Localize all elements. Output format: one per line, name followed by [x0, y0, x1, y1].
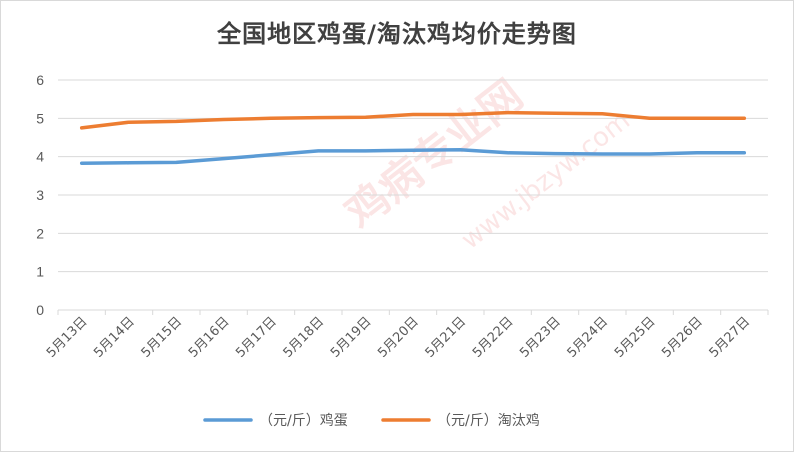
y-tick-label: 4: [36, 149, 44, 165]
watermark: 鸡病专业网 www.jbzyw.com: [336, 70, 636, 256]
x-tick-label: 5月25日: [612, 314, 659, 361]
x-tick-label: 5月27日: [707, 314, 754, 361]
legend-label: （元/斤）淘汰鸡: [437, 412, 540, 429]
series-line-1: [79, 110, 747, 130]
x-tick-label: 5月20日: [375, 314, 422, 361]
y-tick-label: 6: [36, 72, 44, 88]
x-tick-label: 5月16日: [186, 314, 233, 361]
y-tick-label: 1: [36, 264, 44, 280]
x-tick-label: 5月26日: [659, 314, 706, 361]
legend-label: （元/斤）鸡蛋: [259, 412, 348, 429]
x-tick-label: 5月23日: [517, 314, 564, 361]
series-line-0: [79, 148, 747, 165]
y-tick-label: 2: [36, 225, 44, 241]
x-tick-label: 5月13日: [44, 314, 91, 361]
y-tick-label: 5: [36, 110, 44, 126]
x-tick-label: 5月21日: [423, 314, 470, 361]
chart-title: 全国地区鸡蛋/淘汰鸡均价走势图: [217, 20, 577, 48]
x-tick-label: 5月17日: [233, 314, 280, 361]
x-tick-label: 5月24日: [565, 314, 612, 361]
y-tick-label: 0: [36, 302, 44, 318]
x-tick-label: 5月14日: [91, 314, 138, 361]
x-tick-label: 5月15日: [139, 314, 186, 361]
x-tick-label: 5月19日: [328, 314, 375, 361]
y-tick-label: 3: [36, 187, 44, 203]
x-tick-label: 5月22日: [470, 314, 517, 361]
x-tick-label: 5月18日: [281, 314, 328, 361]
